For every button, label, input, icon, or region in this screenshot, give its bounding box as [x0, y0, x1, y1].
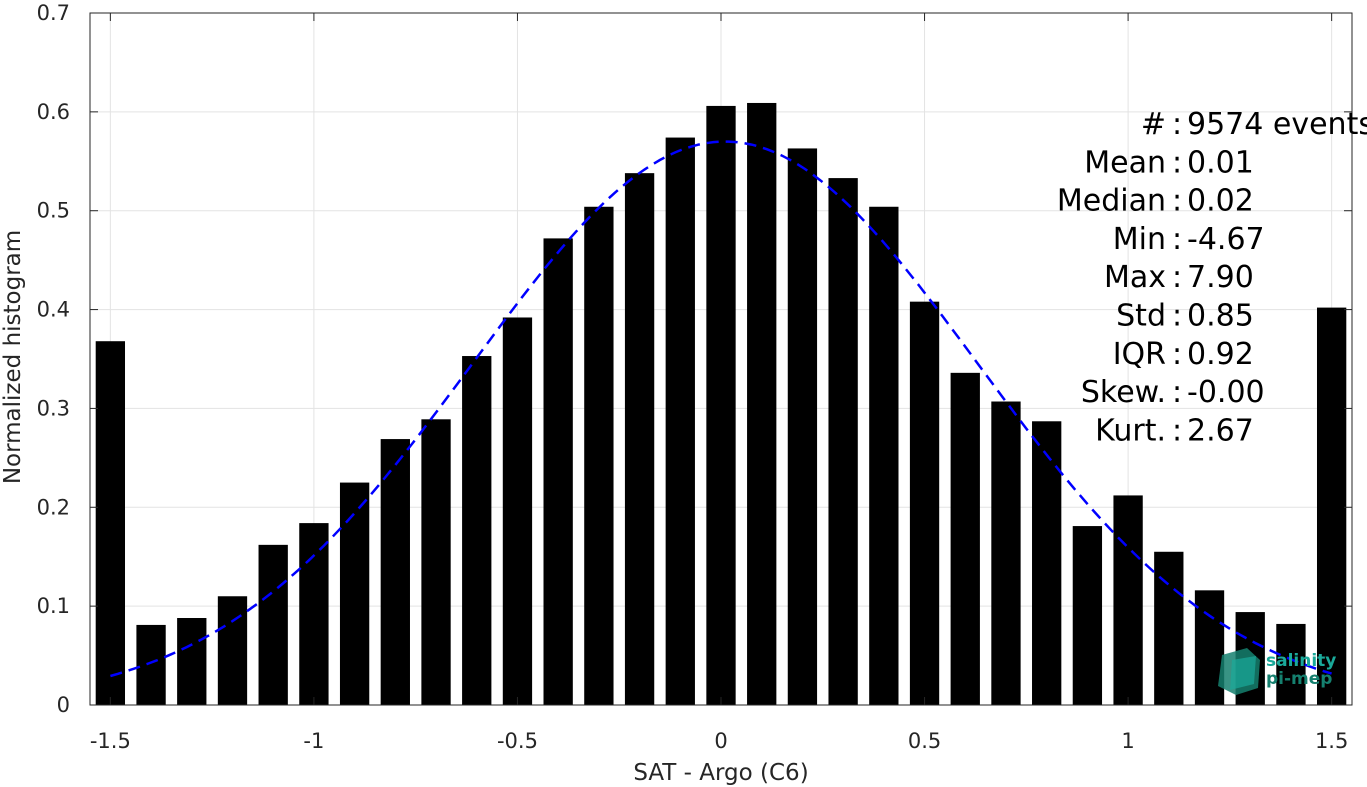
stat-value-5: 0.85	[1187, 299, 1254, 334]
bar-8	[421, 419, 451, 705]
bar-27	[1194, 590, 1225, 705]
y-tick-label-3: 0.3	[37, 396, 70, 420]
stat-label-3: Min	[1113, 222, 1166, 257]
bar-5	[299, 523, 329, 705]
stat-label-8: Kurt.	[1095, 413, 1166, 448]
stat-colon-1: :	[1172, 145, 1182, 180]
bar-1	[136, 624, 166, 705]
y-tick-label-7: 0.7	[37, 1, 70, 25]
stat-label-1: Mean	[1084, 145, 1166, 180]
bar-17	[787, 148, 818, 706]
stat-value-6: 0.92	[1187, 337, 1254, 372]
y-tick-label-2: 0.2	[37, 495, 70, 519]
bar-11	[543, 238, 573, 705]
bar-24	[1072, 526, 1103, 705]
bar-29	[1276, 623, 1306, 705]
stat-colon-6: :	[1172, 337, 1182, 372]
stat-label-2: Median	[1057, 184, 1166, 219]
bar-0	[95, 341, 126, 705]
bar-2	[177, 618, 207, 705]
y-axis-label: Normalized histogram	[0, 230, 26, 484]
y-tick-label-5: 0.5	[37, 199, 70, 223]
stat-value-0: 9574 events	[1187, 107, 1367, 142]
gaussian-fit-line	[110, 140, 1332, 678]
stat-label-6: IQR	[1113, 337, 1166, 372]
stat-colon-8: :	[1172, 413, 1182, 448]
bar-10	[502, 317, 533, 705]
bar-23	[1032, 421, 1062, 705]
x-tick-label-6: 1.5	[1315, 729, 1348, 753]
stat-colon-5: :	[1172, 299, 1182, 334]
logo-line-2: pi-mep	[1266, 669, 1332, 689]
x-tick-label-3: 0	[714, 729, 727, 753]
bar-18	[828, 178, 858, 705]
stat-value-1: 0.01	[1187, 145, 1254, 180]
axis-ticks: -1.5 -1 -0.5 0 0.5 1 1.5 0 0.1 0.2 0.3 0.4 0.5 0.6 0.7	[37, 1, 1352, 753]
stat-colon-0: :	[1172, 107, 1182, 142]
x-tick-label-1: -1	[303, 729, 324, 753]
bar-3	[217, 596, 248, 705]
stat-colon-3: :	[1172, 222, 1182, 257]
bar-13	[624, 173, 655, 706]
y-tick-label-4: 0.4	[37, 298, 70, 322]
x-tick-label-5: 1	[1121, 729, 1134, 753]
bar-20	[909, 301, 940, 705]
x-tick-label-4: 0.5	[908, 729, 941, 753]
x-axis-label: SAT - Argo (C6)	[633, 760, 808, 786]
y-tick-label-0: 0	[57, 693, 70, 717]
x-tick-label-2: -0.5	[497, 729, 538, 753]
bar-14	[665, 137, 695, 705]
x-tick-label-0: -1.5	[90, 729, 131, 753]
stat-label-4: Max	[1104, 260, 1166, 295]
logo-cube-face-icon	[1230, 656, 1256, 690]
stat-value-7: -0.00	[1187, 375, 1265, 410]
bar-4	[258, 544, 288, 705]
y-tick-label-1: 0.1	[37, 594, 70, 618]
bars	[95, 102, 1347, 706]
bar-12	[584, 206, 614, 705]
bar-7	[380, 439, 410, 705]
stat-label-5: Std	[1116, 299, 1166, 334]
bar-21	[950, 372, 980, 705]
logo-line-1: salinity	[1266, 651, 1336, 671]
stat-colon-4: :	[1172, 260, 1182, 295]
stat-colon-7: :	[1172, 375, 1182, 410]
stat-label-7: Skew.	[1081, 375, 1166, 410]
bar-16	[747, 102, 777, 705]
bar-9	[462, 356, 492, 705]
y-tick-label-6: 0.6	[37, 100, 70, 124]
bar-25	[1113, 495, 1143, 705]
bar-6	[339, 482, 370, 705]
bar-26	[1154, 551, 1184, 705]
stat-value-2: 0.02	[1187, 184, 1254, 219]
stat-value-3: -4.67	[1187, 222, 1265, 257]
bar-19	[869, 206, 899, 705]
stat-colon-2: :	[1172, 184, 1182, 219]
bar-22	[991, 401, 1021, 705]
stat-value-4: 7.90	[1187, 260, 1254, 295]
bar-30	[1316, 307, 1347, 705]
stat-label-0: #	[1141, 107, 1166, 142]
bar-15	[706, 105, 736, 705]
stat-value-8: 2.67	[1187, 413, 1254, 448]
salinity-pi-mep-logo: salinity pi-mep	[1218, 648, 1336, 695]
